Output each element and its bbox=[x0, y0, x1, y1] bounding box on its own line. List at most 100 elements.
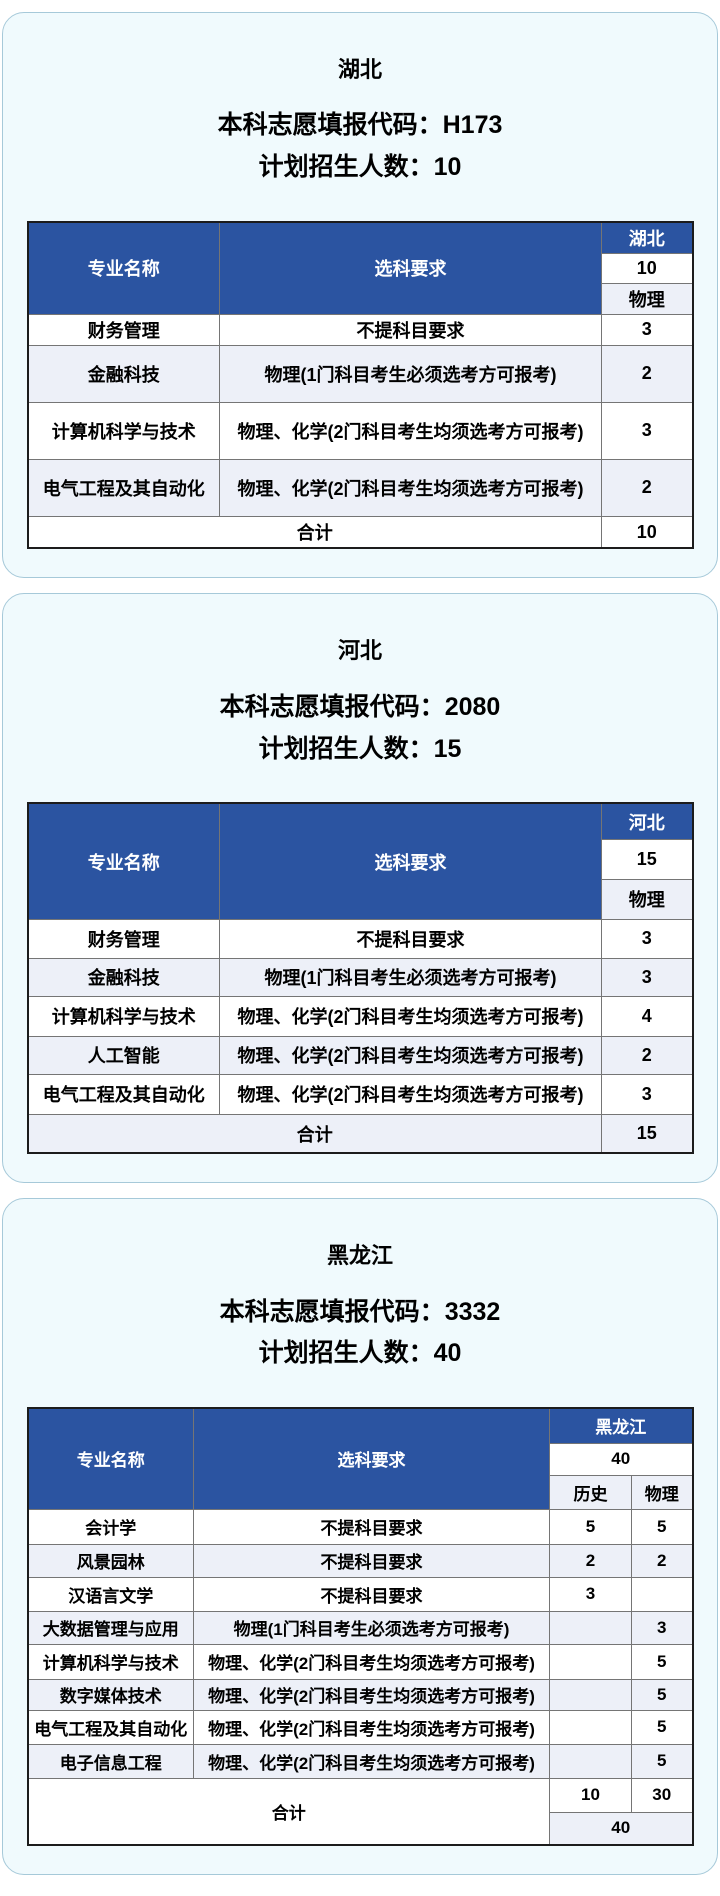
count-cell: 3 bbox=[601, 313, 693, 346]
requirement-cell: 物理、化学(2门科目考生均须选考方可报考) bbox=[193, 1643, 550, 1680]
requirement-cell: 物理、化学(2门科目考生均须选考方可报考) bbox=[219, 1073, 602, 1115]
code-line: 本科志愿填报代码：H173 bbox=[3, 109, 717, 143]
requirement-cell: 物理、化学(2门科目考生均须选考方可报考) bbox=[219, 1035, 602, 1075]
count-cell: 5 bbox=[549, 1508, 632, 1545]
column-header-requirement: 选科要求 bbox=[193, 1407, 550, 1510]
enrollment-table: 专业名称 选科要求 黑龙江 40 历史 物理 会计学 不提科目要求 5 5 风景园林 不提科目要求 2 2… bbox=[26, 1407, 694, 1847]
table-row: 电气工程及其自动化 物理、化学(2门科目考生均须选考方可报考) 5 bbox=[27, 1709, 693, 1745]
table-row: 会计学 不提科目要求 5 5 bbox=[27, 1508, 693, 1545]
table-row: 人工智能 物理、化学(2门科目考生均须选考方可报考) 2 bbox=[27, 1035, 693, 1075]
major-cell: 电子信息工程 bbox=[27, 1743, 194, 1779]
table-row: 金融科技 物理(1门科目考生必须选考方可报考) 2 bbox=[27, 344, 693, 403]
enrollment-table-wrap: 专业名称 选科要求 黑龙江 40 历史 物理 会计学 不提科目要求 5 5 风景园林 不提科目要求 2 2… bbox=[3, 1407, 717, 1847]
major-cell: 计算机科学与技术 bbox=[27, 995, 220, 1037]
count-cell: 3 bbox=[631, 1610, 693, 1645]
plan-line: 计划招生人数：40 bbox=[3, 1337, 717, 1371]
header-row: 40 bbox=[28, 1442, 693, 1476]
table-row: 财务管理 不提科目要求 3 bbox=[27, 918, 693, 959]
requirement-cell: 物理(1门科目考生必须选考方可报考) bbox=[219, 344, 602, 403]
column-header-major: 专业名称 bbox=[27, 802, 220, 920]
code-value: 2080 bbox=[444, 692, 501, 721]
province-header-cell: 湖北 bbox=[601, 221, 693, 254]
enrollment-table-wrap: 专业名称 选科要求 河北 15 物理 财务管理 不提科目要求 3 金融科技 物理(1门科目考生必须… bbox=[3, 802, 717, 1155]
total-value-cell: 15 bbox=[601, 1113, 693, 1154]
count-cell: 5 bbox=[631, 1709, 693, 1745]
plan-line: 计划招生人数：15 bbox=[3, 733, 717, 767]
total-label-cell: 合计 bbox=[27, 1113, 602, 1154]
plan-total-cell: 40 bbox=[549, 1442, 693, 1476]
province-card-hubei: 湖北 本科志愿填报代码：H173 计划招生人数：10 专业名称 选科要求 湖北 10 物… bbox=[2, 12, 718, 579]
footer-row: 合计 10 bbox=[27, 515, 693, 549]
header-row: 历史 物理 bbox=[28, 1474, 693, 1510]
plan-label: 计划招生人数： bbox=[258, 734, 434, 763]
count-cell: 3 bbox=[601, 1073, 693, 1115]
plan-total-cell: 10 bbox=[601, 252, 693, 284]
footer-row: 合计 10 30 bbox=[27, 1777, 693, 1846]
province-header-cell: 黑龙江 bbox=[549, 1407, 693, 1444]
code-line: 本科志愿填报代码：2080 bbox=[3, 691, 717, 725]
subject-header-cell: 物理 bbox=[601, 878, 693, 920]
grand-total-cell: 40 bbox=[549, 1811, 693, 1846]
column-header-major: 专业名称 bbox=[27, 221, 220, 315]
major-cell: 会计学 bbox=[27, 1508, 194, 1545]
requirement-cell: 物理、化学(2门科目考生均须选考方可报考) bbox=[219, 995, 602, 1037]
count-cell: 3 bbox=[601, 918, 693, 959]
count-cell: 5 bbox=[631, 1643, 693, 1680]
count-cell bbox=[631, 1576, 693, 1612]
plan-label: 计划招生人数： bbox=[258, 153, 434, 182]
table-row: 数字媒体技术 物理、化学(2门科目考生均须选考方可报考) 5 bbox=[27, 1678, 693, 1711]
requirement-cell: 不提科目要求 bbox=[193, 1576, 550, 1612]
table-row: 大数据管理与应用 物理(1门科目考生必须选考方可报考) 3 bbox=[27, 1610, 693, 1645]
count-cell: 3 bbox=[601, 957, 693, 997]
requirement-cell: 物理(1门科目考生必须选考方可报考) bbox=[193, 1610, 550, 1645]
enrollment-table: 专业名称 选科要求 湖北 10 物理 财务管理 不提科目要求 3 金融科技 物理(1门科目考生必须… bbox=[26, 220, 694, 550]
count-cell: 2 bbox=[549, 1543, 632, 1578]
major-cell: 数字媒体技术 bbox=[27, 1678, 194, 1711]
table-row: 计算机科学与技术 物理、化学(2门科目考生均须选考方可报考) 5 bbox=[27, 1643, 693, 1680]
province-title: 河北 bbox=[337, 638, 382, 664]
count-cell: 5 bbox=[631, 1508, 693, 1545]
table-row: 财务管理 不提科目要求 3 bbox=[27, 313, 693, 346]
count-cell: 2 bbox=[601, 344, 693, 403]
count-cell: 5 bbox=[631, 1678, 693, 1711]
major-cell: 计算机科学与技术 bbox=[27, 1643, 194, 1680]
major-cell: 计算机科学与技术 bbox=[27, 401, 220, 460]
header-row: 物理 bbox=[28, 282, 693, 315]
major-cell: 电气工程及其自动化 bbox=[27, 1073, 220, 1115]
subject-header-cell: 物理 bbox=[601, 282, 693, 315]
table-row: 汉语言文学 不提科目要求 3 bbox=[27, 1576, 693, 1612]
requirement-cell: 物理、化学(2门科目考生均须选考方可报考) bbox=[193, 1743, 550, 1779]
total-value-cell: 10 bbox=[549, 1777, 632, 1813]
major-cell: 电气工程及其自动化 bbox=[27, 1709, 194, 1745]
plan-value: 10 bbox=[433, 153, 462, 182]
major-cell: 大数据管理与应用 bbox=[27, 1610, 194, 1645]
table-row: 电气工程及其自动化 物理、化学(2门科目考生均须选考方可报考) 2 bbox=[27, 458, 693, 517]
count-cell: 5 bbox=[631, 1743, 693, 1779]
province-card-hebei: 河北 本科志愿填报代码：2080 计划招生人数：15 专业名称 选科要求 河北 15 物… bbox=[2, 593, 718, 1184]
major-cell: 人工智能 bbox=[27, 1035, 220, 1075]
major-cell: 风景园林 bbox=[27, 1543, 194, 1578]
table-row: 电子信息工程 物理、化学(2门科目考生均须选考方可报考) 5 bbox=[27, 1743, 693, 1779]
count-cell: 2 bbox=[601, 458, 693, 517]
total-value-cell: 10 bbox=[601, 515, 693, 549]
header-row: 专业名称 选科要求 黑龙江 bbox=[27, 1407, 693, 1510]
total-label-cell: 合计 bbox=[27, 515, 602, 549]
plan-value: 15 bbox=[433, 734, 462, 763]
major-cell: 汉语言文学 bbox=[27, 1576, 194, 1612]
plan-label: 计划招生人数： bbox=[258, 1339, 434, 1368]
footer-row: 40 bbox=[28, 1811, 693, 1846]
requirement-cell: 不提科目要求 bbox=[219, 918, 602, 959]
requirement-cell: 物理(1门科目考生必须选考方可报考) bbox=[219, 957, 602, 997]
count-cell: 3 bbox=[549, 1576, 632, 1612]
province-card-heilongjiang: 黑龙江 本科志愿填报代码：3332 计划招生人数：40 专业名称 选科要求 黑龙江 4… bbox=[2, 1198, 718, 1876]
code-line: 本科志愿填报代码：3332 bbox=[3, 1296, 717, 1330]
enrollment-table: 专业名称 选科要求 河北 15 物理 财务管理 不提科目要求 3 金融科技 物理(1门科目考生必须… bbox=[26, 802, 694, 1155]
plan-line: 计划招生人数：10 bbox=[3, 151, 717, 185]
requirement-cell: 不提科目要求 bbox=[219, 313, 602, 346]
header-row: 专业名称 选科要求 河北 bbox=[27, 802, 693, 920]
count-cell bbox=[549, 1678, 632, 1711]
column-header-requirement: 选科要求 bbox=[219, 802, 602, 920]
province-title: 黑龙江 bbox=[326, 1243, 393, 1269]
code-label: 本科志愿填报代码： bbox=[217, 111, 443, 140]
